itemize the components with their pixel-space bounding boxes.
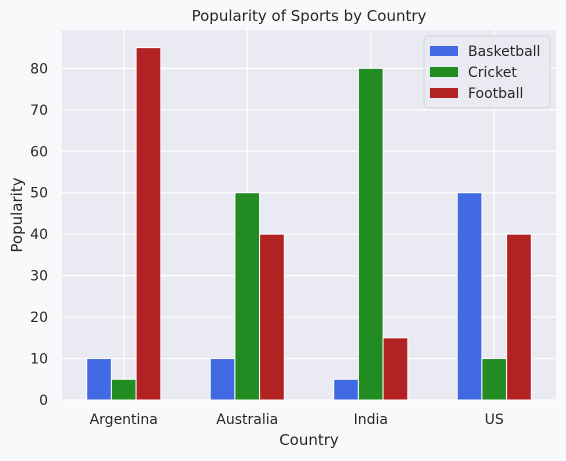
bar-football-us	[506, 233, 532, 401]
bar-football-australia	[259, 233, 285, 401]
bar-basketball-australia	[209, 358, 236, 401]
x-tick-label: US	[485, 412, 504, 428]
y-tick-label: 30	[30, 269, 48, 285]
x-tick-label: Argentina	[90, 412, 158, 428]
bar-cricket-india	[357, 67, 384, 401]
legend-label-football: Football	[468, 86, 523, 102]
bar-football-india	[382, 337, 409, 401]
y-tick-label: 40	[30, 227, 48, 243]
bars	[86, 47, 532, 401]
bar-basketball-us	[456, 192, 483, 401]
legend-swatch-football	[430, 88, 458, 98]
chart-title: Popularity of Sports by Country	[192, 7, 427, 25]
bar-cricket-argentina	[110, 378, 137, 401]
x-tick-labels: Argentina Australia India US	[90, 412, 504, 428]
y-tick-label: 80	[30, 61, 48, 77]
bar-basketball-argentina	[86, 358, 112, 401]
x-tick-label: India	[354, 412, 388, 428]
legend-label-basketball: Basketball	[468, 44, 540, 60]
legend-swatch-basketball	[430, 46, 458, 56]
legend-swatch-cricket	[430, 67, 458, 77]
y-tick-label: 50	[30, 186, 48, 202]
bar-football-argentina	[135, 47, 162, 401]
bar-cricket-us	[481, 358, 508, 401]
y-tick-label: 20	[30, 310, 48, 326]
x-tick-label: Australia	[216, 412, 278, 428]
y-tick-labels: 0 10 20 30 40 50 60 70 80	[30, 61, 48, 409]
y-tick-label: 0	[39, 393, 48, 409]
y-tick-label: 70	[30, 103, 48, 119]
bar-cricket-australia	[234, 192, 261, 401]
y-tick-label: 10	[30, 352, 48, 368]
x-axis-label: Country	[279, 431, 339, 449]
y-tick-label: 60	[30, 144, 48, 160]
y-axis-label: Popularity	[8, 177, 26, 252]
legend-label-cricket: Cricket	[468, 65, 517, 81]
bar-basketball-india	[333, 378, 359, 401]
legend: Basketball Cricket Football	[423, 35, 551, 109]
